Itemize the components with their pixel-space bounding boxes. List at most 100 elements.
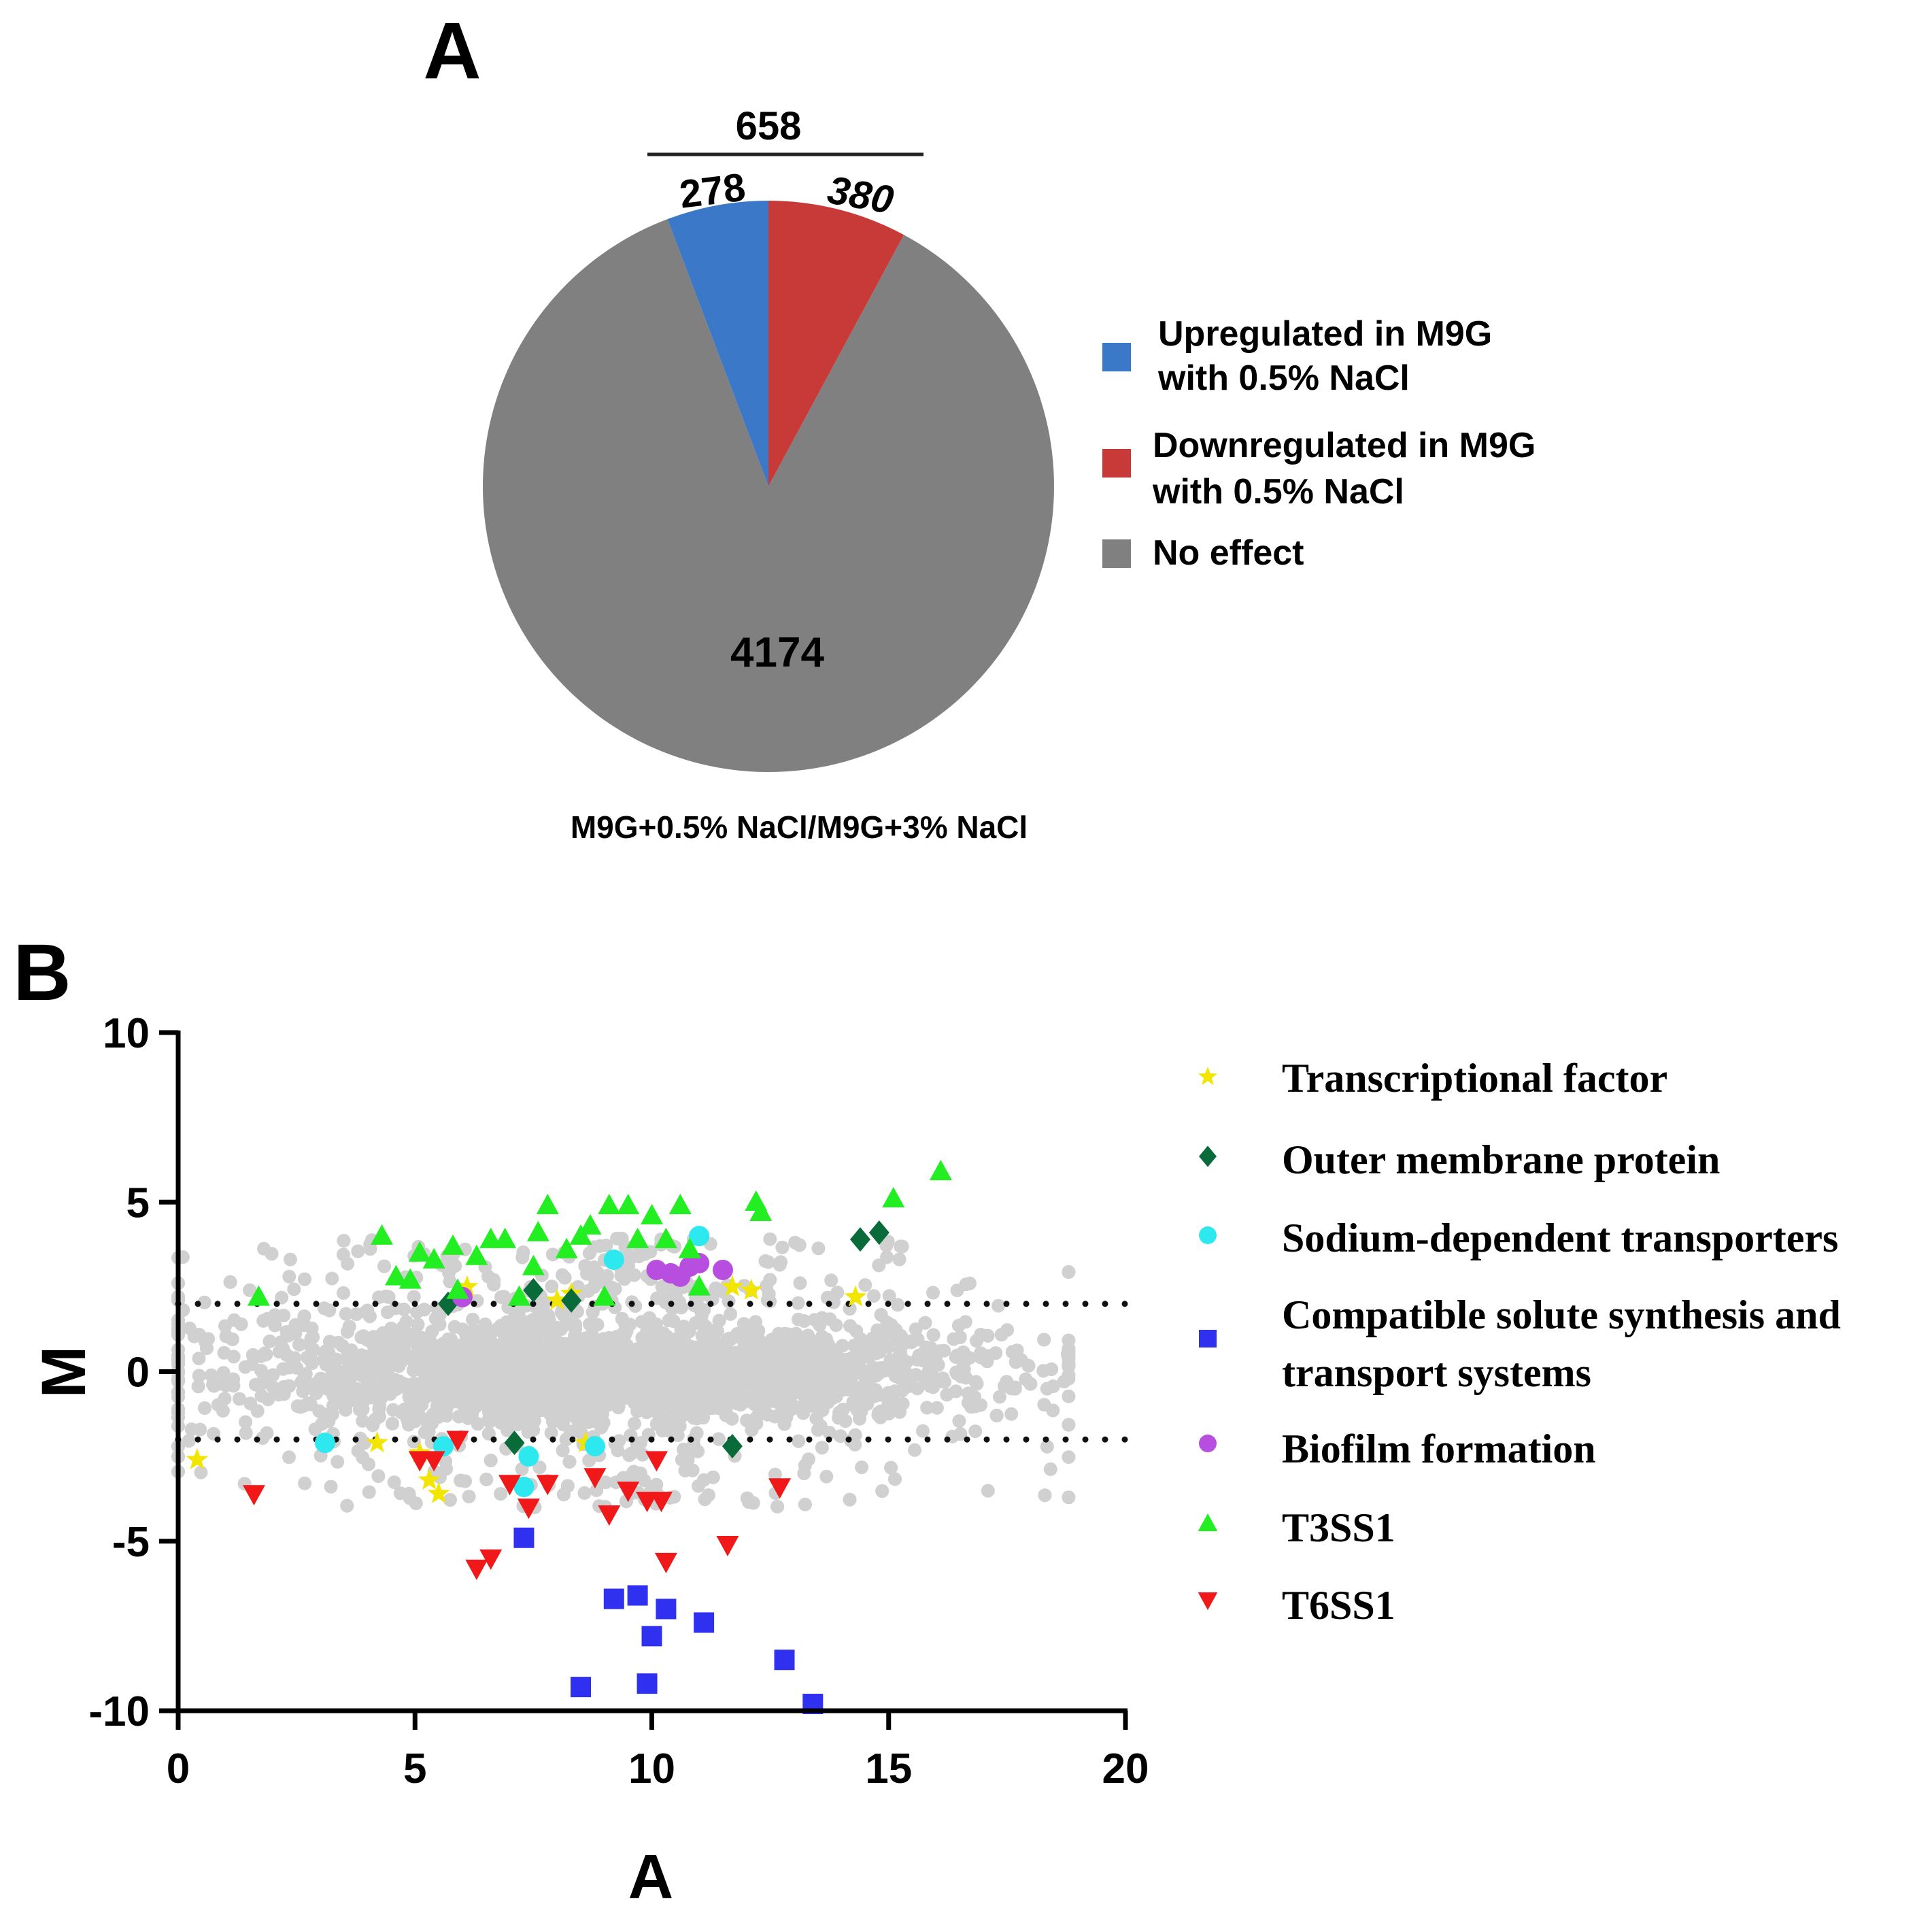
background-point	[654, 1382, 668, 1396]
pie-chart: 658 278 380 4174 M9G+0.5% NaCl/M9G+3% Na…	[483, 104, 1536, 845]
background-point	[494, 1487, 508, 1501]
legend-label-down-line1: Downregulated in M9G	[1153, 426, 1536, 465]
background-point	[515, 1250, 530, 1265]
background-point	[211, 1398, 225, 1412]
pie-xlabel: M9G+0.5% NaCl/M9G+3% NaCl	[571, 809, 1028, 845]
background-point	[239, 1415, 253, 1429]
background-point	[893, 1405, 906, 1419]
pie-slice-up	[667, 201, 768, 486]
background-point	[830, 1286, 845, 1300]
background-point	[853, 1411, 867, 1426]
background-point	[335, 1339, 350, 1353]
series-5-point	[536, 1193, 559, 1214]
background-point	[682, 1356, 696, 1371]
background-point	[239, 1426, 253, 1440]
background-point	[579, 1380, 593, 1394]
legend-marker	[1198, 1513, 1218, 1532]
background-point	[829, 1318, 843, 1333]
background-point	[532, 1460, 547, 1475]
background-point	[643, 1369, 658, 1383]
series-5-point	[441, 1234, 464, 1255]
y-tick-label: 5	[126, 1179, 150, 1226]
legend-label-up-line1: Upregulated in M9G	[1158, 314, 1492, 354]
background-point	[337, 1286, 350, 1300]
series-6	[242, 1430, 792, 1580]
background-point	[923, 1341, 938, 1355]
series-3-point	[513, 1527, 535, 1548]
background-point	[673, 1419, 687, 1433]
background-point	[697, 1333, 711, 1348]
background-point	[412, 1335, 426, 1348]
background-point	[377, 1259, 392, 1273]
background-point	[962, 1351, 977, 1365]
background-point	[768, 1467, 782, 1482]
series-5-point	[678, 1237, 701, 1258]
series-1-point	[504, 1430, 525, 1456]
background-point	[1046, 1379, 1060, 1393]
background-point	[456, 1374, 471, 1388]
background-point	[325, 1271, 339, 1286]
background-point	[560, 1337, 574, 1351]
background-point	[709, 1281, 723, 1295]
pie-slice-down	[768, 201, 904, 486]
background-point	[375, 1351, 390, 1365]
background-point	[797, 1467, 811, 1481]
background-point	[411, 1318, 425, 1332]
background-point	[509, 1403, 523, 1418]
background-point	[758, 1254, 773, 1268]
background-point	[1036, 1364, 1051, 1378]
background-point	[577, 1486, 592, 1500]
background-point	[219, 1378, 233, 1392]
background-point	[282, 1360, 296, 1375]
background-point	[527, 1332, 541, 1346]
background-point	[326, 1388, 340, 1403]
background-point	[372, 1290, 386, 1305]
legend-label-down-line2: with 0.5% NaCl	[1152, 472, 1404, 512]
background-point	[519, 1397, 533, 1411]
background-point	[611, 1399, 626, 1413]
series-5-point	[641, 1203, 663, 1224]
background-point	[560, 1357, 574, 1371]
background-point	[1062, 1359, 1076, 1373]
background-point	[340, 1499, 354, 1513]
background-point	[709, 1323, 723, 1337]
background-point	[557, 1309, 571, 1322]
background-point	[833, 1429, 847, 1443]
ma-axes: -10 -5 0 5 10 0 5 10 15 20	[88, 1010, 1149, 1792]
background-point	[432, 1316, 446, 1330]
background-point	[763, 1232, 777, 1246]
series-6-point	[617, 1482, 640, 1503]
background-point	[1037, 1333, 1051, 1347]
x-tick-label: 20	[1102, 1745, 1149, 1792]
background-point	[562, 1455, 577, 1469]
background-point	[433, 1392, 447, 1406]
background-point	[802, 1452, 815, 1467]
background-point	[182, 1434, 196, 1448]
background-point	[677, 1442, 691, 1456]
background-point	[216, 1366, 231, 1380]
background-point	[1037, 1398, 1051, 1412]
series-6-point	[654, 1552, 677, 1573]
series-0-point	[366, 1430, 388, 1453]
background-point	[698, 1352, 712, 1366]
background-point	[623, 1318, 637, 1332]
background-point	[1009, 1355, 1023, 1369]
background-point	[711, 1374, 725, 1388]
background-point	[639, 1344, 654, 1358]
background-point	[849, 1401, 864, 1415]
background-point	[219, 1329, 233, 1343]
series-5-point	[593, 1285, 616, 1306]
series-2-point	[584, 1436, 605, 1457]
background-point	[305, 1321, 319, 1335]
series-3-point	[656, 1599, 677, 1620]
background-point	[692, 1302, 707, 1316]
background-point	[497, 1335, 511, 1350]
background-point	[1062, 1450, 1076, 1465]
background-point	[628, 1396, 641, 1410]
series-5-point	[507, 1285, 530, 1306]
background-point	[473, 1363, 487, 1377]
background-point	[417, 1303, 431, 1317]
background-point	[406, 1354, 420, 1368]
background-point	[952, 1414, 966, 1428]
background-point	[829, 1390, 843, 1403]
